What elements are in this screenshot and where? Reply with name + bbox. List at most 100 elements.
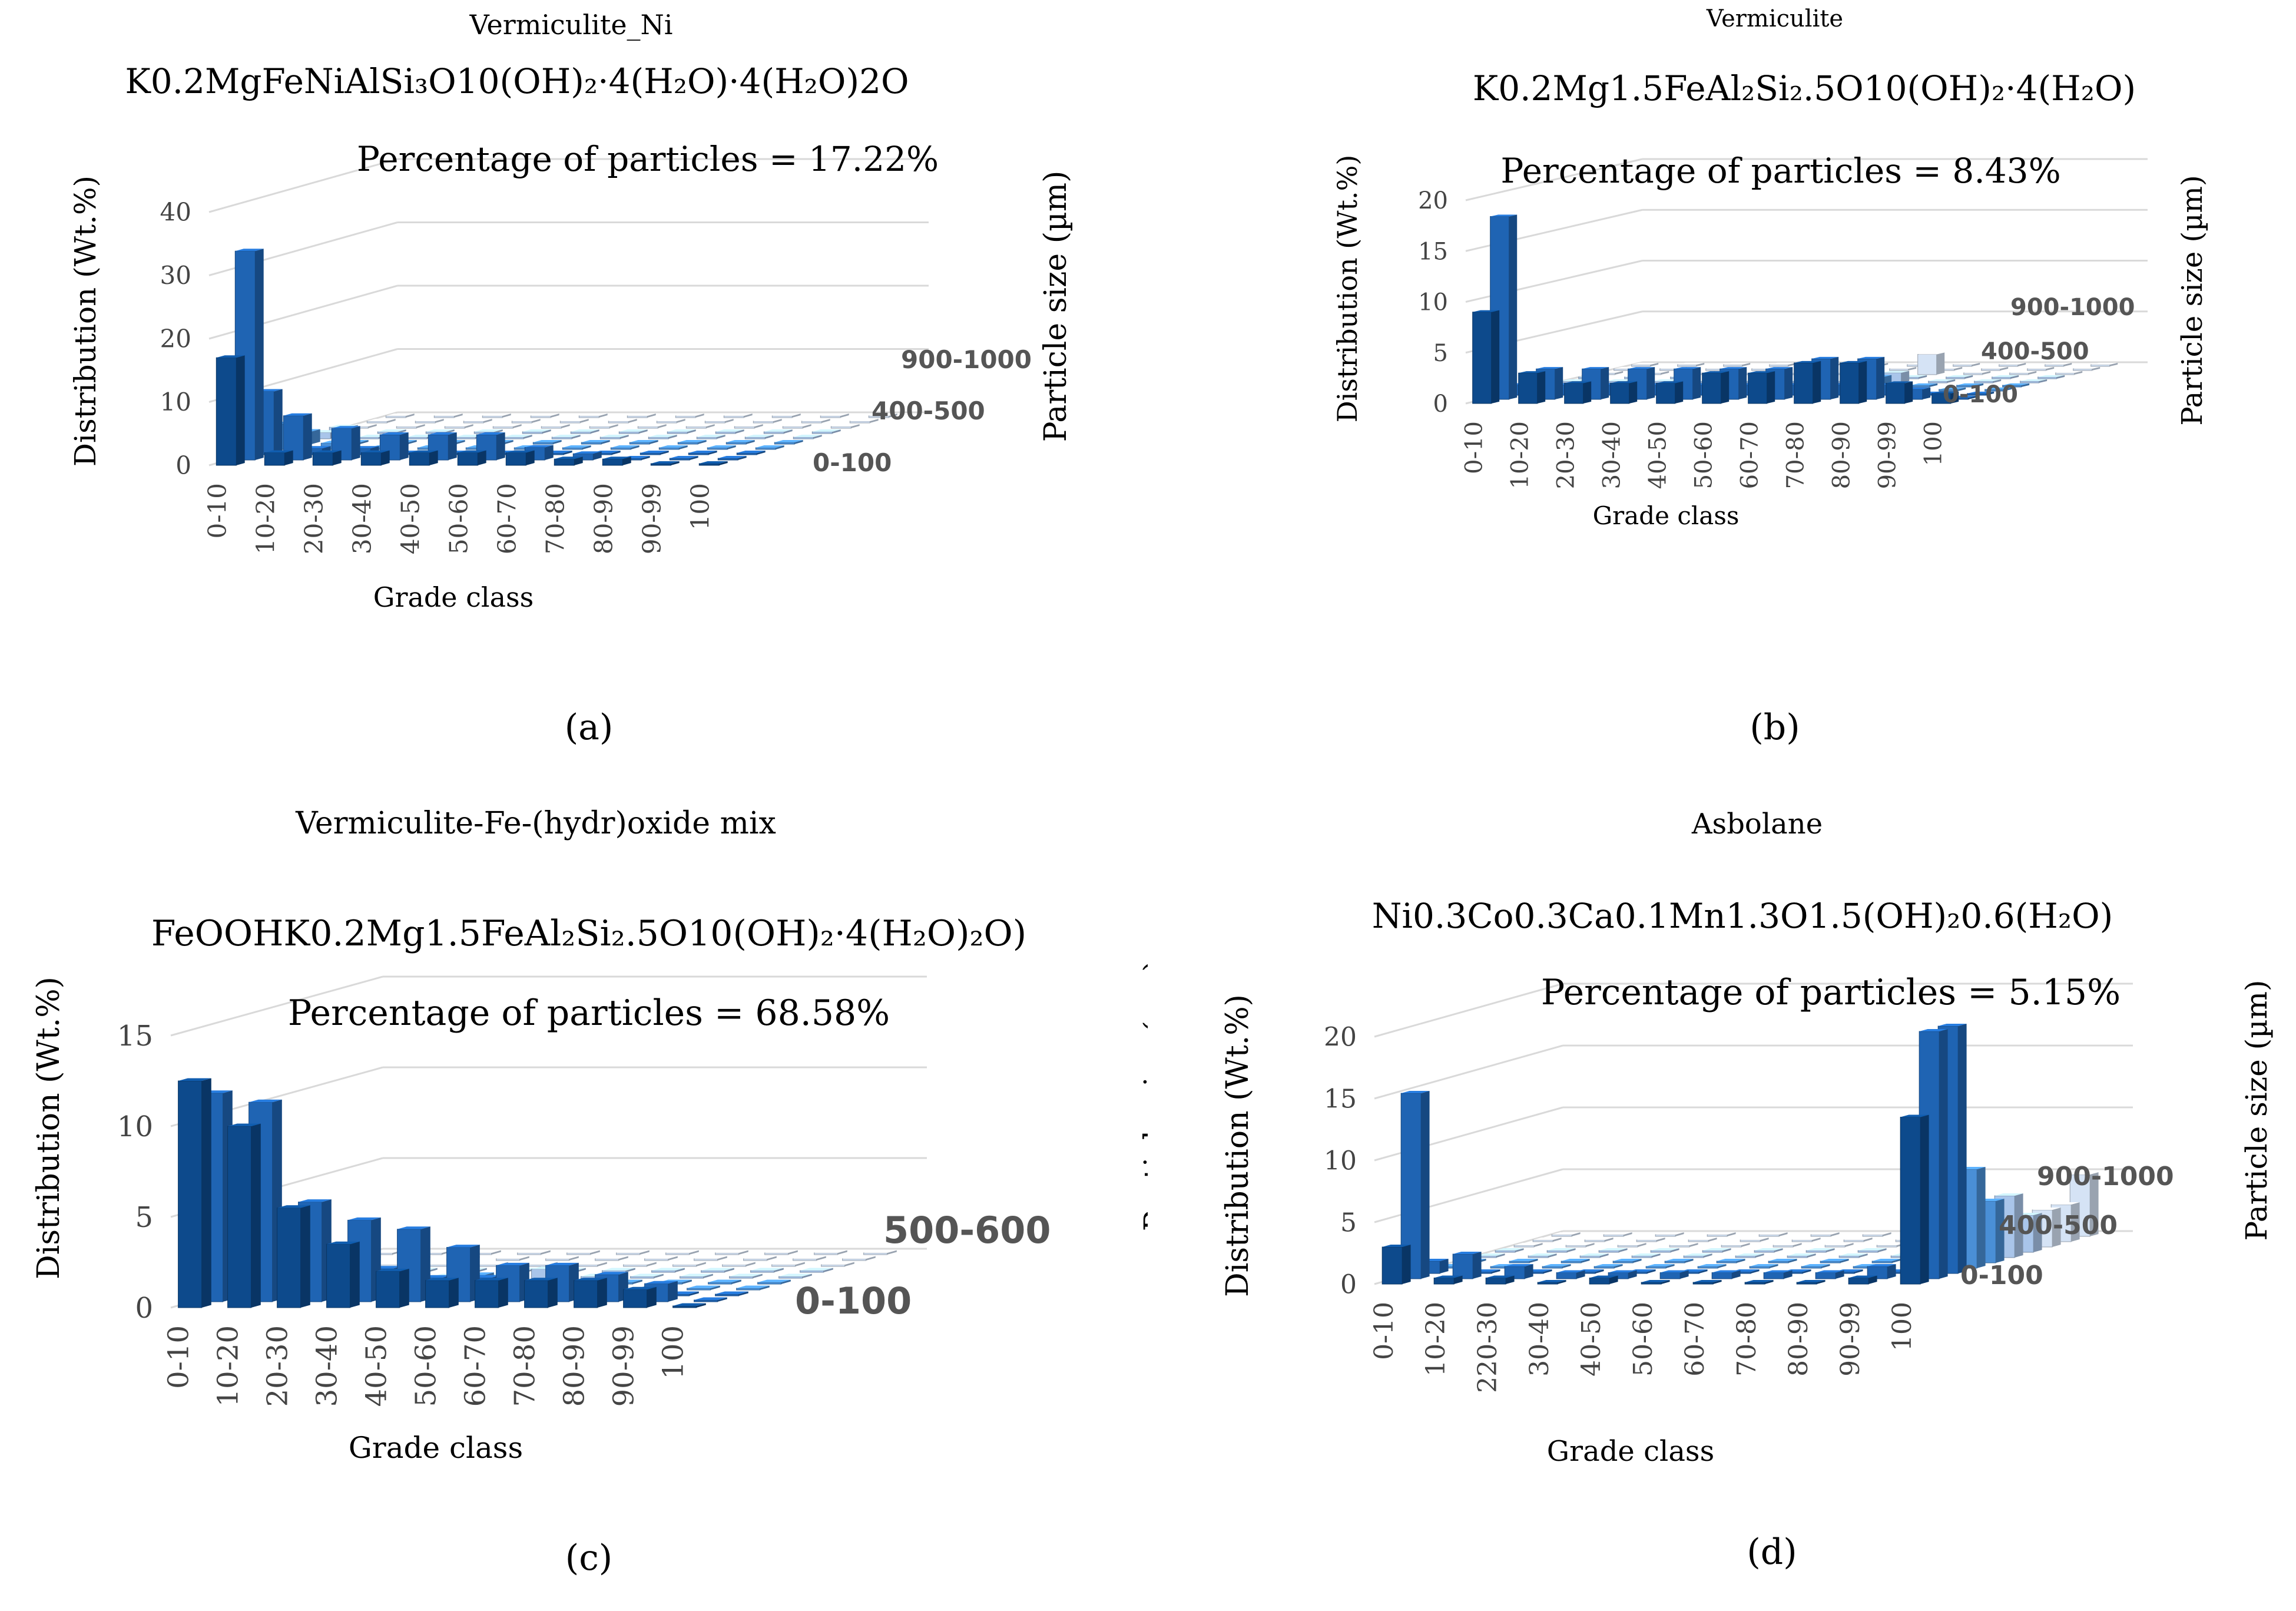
bar [264,450,293,466]
bar-top [566,1250,600,1253]
bar-front [1748,372,1768,404]
bar [1744,1279,1774,1285]
bar [723,413,753,418]
bar-top [2002,383,2030,385]
bar-front [764,1252,789,1255]
bar [522,429,551,434]
bar [2073,366,2100,371]
bar-side [612,450,621,455]
bar-top [475,1278,508,1281]
bar-front [701,1270,725,1273]
bar [1556,1270,1585,1279]
bar-side [1908,366,1917,371]
bar-front [821,1264,846,1267]
bar-front [216,357,237,466]
bar-front [669,458,690,461]
bar [1631,1253,1661,1258]
bar [814,1250,847,1255]
bar [1683,1253,1712,1258]
bar-front [1981,368,2001,371]
bar-top [602,456,631,459]
bar-side [851,424,860,428]
bar [656,418,685,424]
bar-side [795,1262,805,1266]
bar-side [760,1285,770,1290]
bar [701,1268,734,1273]
bar-front [1641,1282,1662,1285]
bar [771,1262,805,1267]
bar-side [1738,367,1747,399]
bar-side [1614,1263,1623,1268]
bar-top [672,1262,706,1265]
bar-side [1972,362,1980,366]
bar [630,1273,664,1279]
bar-top [688,450,717,453]
bar-side [542,429,551,434]
bar [1763,1270,1793,1279]
x-tick-label: 20-30 [1552,421,1579,489]
bar [680,1273,713,1279]
bar-side [746,1262,756,1266]
gridline [1465,158,1643,201]
bar-front [545,1258,570,1261]
bar [1433,1275,1463,1285]
bar [178,1078,211,1308]
z-axis-label: Particle size (µm) [1138,960,1148,1232]
bar-top [694,1256,727,1259]
x-tick-label: 80-90 [589,483,618,554]
bar-side [498,1278,508,1308]
bar-front [1805,1250,1827,1253]
bar [1650,1248,1679,1253]
chart-annotation: Percentage of particles = 8.43% [1500,151,2060,191]
bar-top [367,418,396,421]
chart-panel-b: 0 5 10 15 20 0-10 10-20 20-30 30-40 40-50 50-60 60-… [1331,5,2209,748]
bar [1561,1258,1590,1263]
bar-front [1840,362,1860,404]
bar-side [1812,1237,1821,1242]
bar-side [647,413,656,418]
bar-front [1485,1278,1506,1285]
bar-side [1595,1269,1604,1273]
bar-top [1533,1237,1562,1240]
x-tick-label: 100 [657,1325,690,1380]
bar-side [255,249,264,460]
bar-top [283,413,312,416]
bar-side [696,1303,706,1308]
bar-side [682,1279,692,1284]
bar-side [776,445,784,449]
gridline [170,975,383,1037]
bar-side [870,418,879,423]
bar-side [784,429,793,434]
bar-front [640,452,661,455]
bar-side [1615,371,1624,375]
bar-top [249,1099,282,1103]
x-tick-label: 40-50 [1644,421,1671,489]
bar-front [820,415,841,418]
bar-top [571,429,599,432]
bar-top [574,1262,607,1265]
bar-side [454,413,463,418]
bar [677,439,707,445]
bar-top [1472,310,1500,312]
chart-annotation: Percentage of particles = 17.22% [357,139,939,179]
x-tick-label: 80-90 [558,1325,591,1407]
y-axis-label: Distribution (Wt.%) [68,176,102,467]
bar-top [1825,1242,1854,1245]
bar-front [1532,1239,1553,1242]
bar-side [1696,362,1705,366]
bar-side [1864,1237,1873,1242]
bar-top [2032,1207,2061,1210]
bar-top [1542,1263,1571,1266]
bar-front [385,415,406,418]
bar-side [478,450,486,465]
bar-top [1582,367,1609,369]
y-tick-label: 15 [117,1020,153,1053]
bar-top [1939,387,1966,389]
z-axis-label: Particle size (µm) [1038,171,1074,442]
bar-front [736,452,757,455]
bar-front [595,1258,619,1261]
bar-side [2109,362,2118,366]
bar-top [178,1078,211,1081]
bar [2002,383,2030,388]
bar-side [1803,1269,1811,1273]
